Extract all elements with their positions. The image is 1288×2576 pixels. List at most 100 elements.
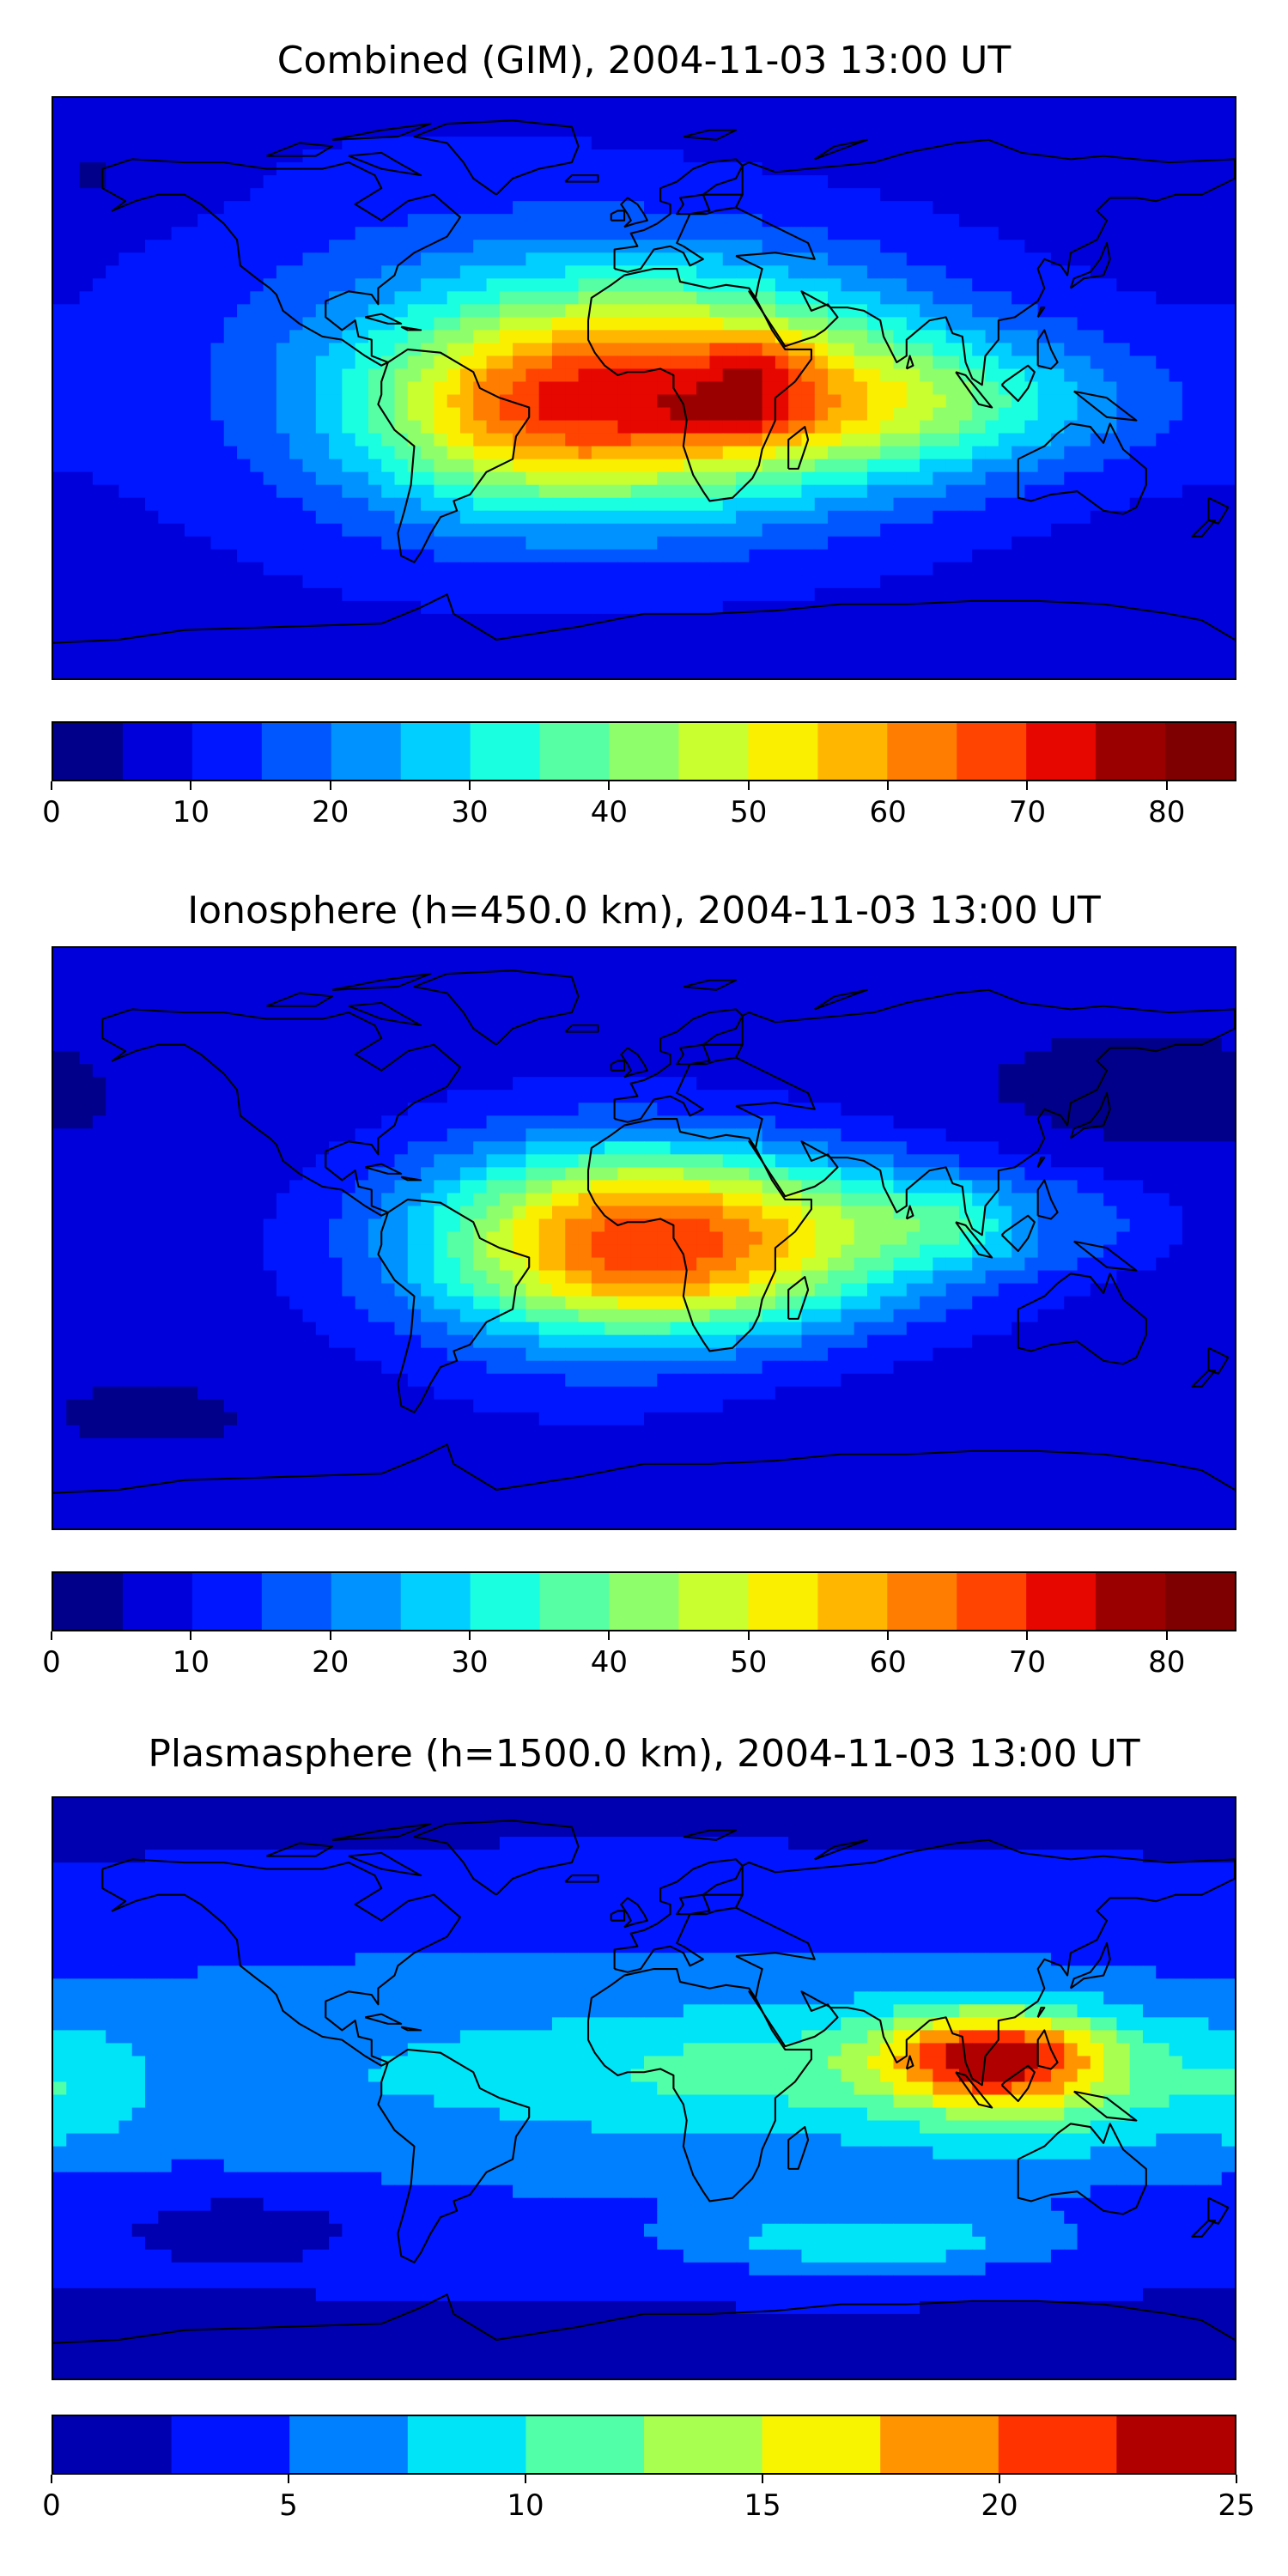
colorbar-svg bbox=[53, 2416, 1235, 2473]
coastline bbox=[586, 1968, 812, 2202]
coastline bbox=[620, 1897, 648, 1929]
coastline bbox=[266, 992, 333, 1007]
coastline bbox=[683, 1829, 738, 1841]
coastline bbox=[905, 355, 914, 370]
colorbar-segment bbox=[122, 1573, 193, 1630]
coastline bbox=[348, 1001, 422, 1027]
tick-label: 40 bbox=[590, 1645, 629, 1680]
coastline bbox=[683, 129, 738, 141]
colorbar-segment bbox=[539, 1573, 611, 1630]
tick-label: 80 bbox=[1148, 1645, 1186, 1680]
coastline bbox=[787, 2126, 810, 2170]
tick-label: 0 bbox=[42, 795, 61, 829]
tick-label: 50 bbox=[730, 1645, 768, 1680]
map-plasmasphere bbox=[52, 1796, 1236, 2380]
coastline bbox=[1000, 1214, 1036, 1253]
tick-label: 25 bbox=[1218, 2488, 1255, 2523]
tick-label: 0 bbox=[42, 1645, 61, 1680]
tick-label: 10 bbox=[507, 2488, 544, 2523]
colorbar-segment bbox=[53, 2416, 173, 2473]
coastline bbox=[1069, 1091, 1111, 1139]
colorbar-segment bbox=[261, 723, 332, 780]
tick-mark bbox=[1165, 781, 1168, 790]
coastline bbox=[564, 174, 599, 183]
colorbar-segment bbox=[331, 723, 402, 780]
colorbar-segment bbox=[748, 1573, 818, 1630]
coastline bbox=[905, 1205, 914, 1220]
coastline bbox=[610, 1910, 626, 1922]
coastline bbox=[1207, 496, 1230, 525]
tick-mark bbox=[288, 2475, 289, 2483]
coastline bbox=[564, 1024, 599, 1033]
coastline bbox=[683, 979, 738, 991]
coastline bbox=[814, 138, 868, 161]
coastline bbox=[734, 1838, 1235, 2087]
coastline bbox=[734, 988, 1235, 1236]
tick-mark bbox=[608, 781, 611, 790]
tick-label: 20 bbox=[981, 2488, 1018, 2523]
colorbar-segment bbox=[470, 723, 541, 780]
coastline bbox=[613, 1858, 744, 1973]
coastline bbox=[610, 1060, 626, 1072]
colorbar-segment bbox=[609, 1573, 679, 1630]
colorbar-ticks-plasmasphere: 0 5 10 15 20 25 bbox=[42, 2475, 1255, 2526]
colorbar-combined bbox=[52, 721, 1236, 781]
coastline bbox=[814, 1838, 868, 1861]
tick-label: 15 bbox=[744, 2488, 781, 2523]
coastline bbox=[377, 348, 531, 563]
tick-mark bbox=[525, 2475, 526, 2483]
coastline bbox=[1017, 1273, 1147, 1365]
coastline bbox=[1036, 307, 1046, 318]
colorbar-ticks-combined: 0 10 20 30 40 50 60 70 80 bbox=[42, 781, 1236, 833]
colorbar-segment bbox=[887, 723, 957, 780]
map-svg bbox=[53, 948, 1235, 1528]
coastline bbox=[1036, 2029, 1059, 2070]
tick-mark bbox=[887, 1631, 890, 1640]
colorbar-svg bbox=[53, 723, 1235, 780]
colorbar-segment bbox=[678, 1573, 749, 1630]
colorbar-segment bbox=[400, 1573, 471, 1630]
coastline bbox=[331, 973, 432, 991]
colorbar-segment bbox=[191, 723, 263, 780]
tick-mark bbox=[747, 781, 750, 790]
coastline bbox=[613, 158, 744, 273]
colorbar-segment bbox=[539, 723, 611, 780]
colorbar-segment bbox=[644, 2416, 763, 2473]
coastline bbox=[620, 1047, 648, 1078]
coastline bbox=[400, 325, 422, 331]
colorbar-segment bbox=[53, 723, 124, 780]
tick-mark bbox=[51, 2475, 52, 2483]
map-ionosphere bbox=[52, 946, 1236, 1530]
coastline bbox=[955, 2071, 993, 2109]
colorbar-segment bbox=[470, 1573, 541, 1630]
tick-mark bbox=[190, 1631, 192, 1640]
tick-mark bbox=[469, 781, 471, 790]
coastline bbox=[586, 268, 812, 502]
coastline bbox=[331, 123, 432, 141]
colorbar-segment bbox=[880, 2416, 999, 2473]
coastline bbox=[1036, 1179, 1059, 1220]
coastline bbox=[1036, 1157, 1046, 1168]
map-combined bbox=[52, 96, 1236, 680]
coastline bbox=[1036, 329, 1059, 370]
coastline bbox=[53, 1443, 1235, 1494]
tick-mark bbox=[1026, 781, 1029, 790]
coastline bbox=[377, 2048, 531, 2263]
coastline bbox=[413, 119, 580, 196]
colorbar-segment bbox=[748, 723, 818, 780]
tick-mark bbox=[762, 2475, 763, 2483]
coastline bbox=[400, 1176, 422, 1182]
coastline bbox=[1191, 1369, 1217, 1388]
colorbar-segment bbox=[609, 723, 679, 780]
coastline bbox=[101, 1858, 462, 2067]
coastline bbox=[955, 1221, 993, 1259]
coastline bbox=[413, 969, 580, 1046]
coastline bbox=[564, 1874, 599, 1883]
coastline bbox=[1069, 1941, 1111, 1990]
colorbar-segment bbox=[261, 1573, 332, 1630]
colorbar-segment bbox=[762, 2416, 881, 2473]
tick-label: 70 bbox=[1008, 795, 1047, 829]
colorbar-segment bbox=[887, 1573, 957, 1630]
coastline bbox=[814, 988, 868, 1011]
coastline bbox=[101, 1008, 462, 1217]
